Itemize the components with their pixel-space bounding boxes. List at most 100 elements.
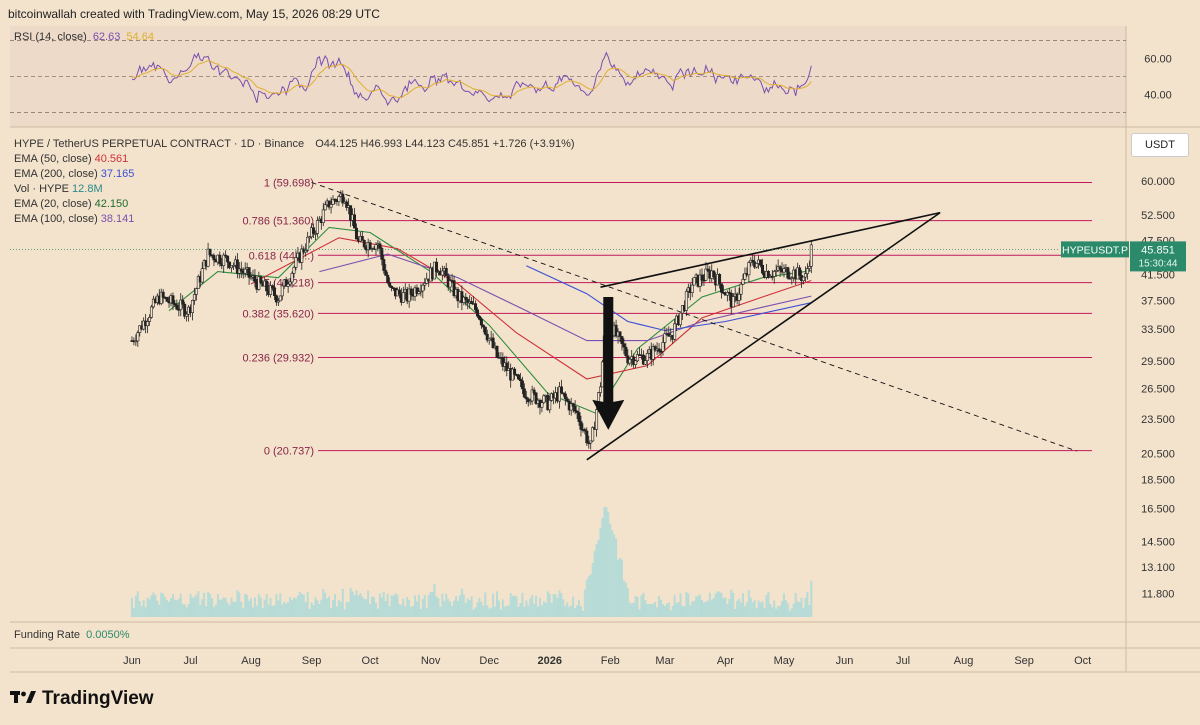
volume-bar <box>253 597 256 617</box>
candle-body <box>345 201 349 208</box>
volume-bar <box>474 607 477 617</box>
volume-bar <box>544 602 547 617</box>
volume-bar <box>359 593 362 617</box>
volume-bar <box>322 588 325 617</box>
volume-bar <box>654 601 657 617</box>
volume-bar <box>661 604 664 617</box>
candle-body <box>591 427 595 442</box>
volume-bar <box>581 610 584 617</box>
volume-bar <box>210 598 213 617</box>
candle-body <box>230 265 234 269</box>
volume-bar <box>201 599 204 617</box>
candle-body <box>712 270 716 277</box>
candle-body <box>782 268 786 273</box>
candle-body <box>312 227 316 234</box>
y-axis-tick-label: 23.500 <box>1141 414 1175 426</box>
volume-bar <box>337 599 340 617</box>
ema20-value: 42.150 <box>94 198 129 210</box>
volume-bar <box>238 592 241 617</box>
volume-bar <box>659 599 662 617</box>
candle-body <box>557 386 561 402</box>
candle-body <box>331 198 335 205</box>
candle-body <box>304 250 308 253</box>
volume-bar <box>628 602 631 617</box>
volume-bar <box>304 602 307 617</box>
volume-bar <box>408 600 411 617</box>
volume-bar <box>796 601 799 617</box>
price-tag-symbol: HYPEUSDT.P <box>1062 244 1128 256</box>
y-axis-tick-label: 11.800 <box>1142 589 1175 601</box>
rsi-label: RSI (14, close) <box>14 31 87 43</box>
candle-body <box>353 214 357 229</box>
fib-level-label: 0 (20.737) <box>264 446 314 458</box>
volume-bar <box>570 605 573 617</box>
candle-body <box>374 244 378 250</box>
candle-body <box>315 220 319 234</box>
volume-bar <box>482 605 485 617</box>
candle-body <box>809 244 813 267</box>
volume-bar <box>736 600 739 617</box>
candle-body <box>136 332 140 342</box>
volume-bar <box>371 596 374 617</box>
y-axis-tick-label: 13.100 <box>1141 562 1175 574</box>
candle-body <box>641 354 645 365</box>
candle-body <box>464 296 468 300</box>
volume-bar <box>611 530 614 617</box>
volume-bar <box>300 593 303 617</box>
candle-body <box>634 360 638 365</box>
symbol-legend: HYPE / TetherUS PERPETUAL CONTRACT · 1D … <box>14 138 575 150</box>
fib-level-label: 1 (59.698) <box>264 177 314 189</box>
volume-bar <box>613 534 616 617</box>
volume-bar <box>632 602 635 617</box>
volume-bar <box>665 603 668 617</box>
x-axis-tick-label: Jul <box>183 655 197 667</box>
volume-bar <box>761 601 764 617</box>
candle-body <box>741 279 745 285</box>
volume-bar <box>583 589 586 617</box>
volume-bar <box>523 606 526 617</box>
candle-body <box>161 291 165 298</box>
volume-bar <box>617 559 620 617</box>
volume-bar <box>540 605 543 617</box>
candle-body <box>300 248 304 263</box>
candle-body <box>479 319 483 326</box>
rsi-ma-line <box>131 60 812 99</box>
candle-body <box>327 200 331 208</box>
volume-bar <box>700 600 703 617</box>
ema100-value: 38.141 <box>100 213 135 225</box>
volume-bar <box>497 600 500 617</box>
candle-body <box>235 259 239 274</box>
volume-bar <box>306 591 309 617</box>
volume-bar <box>494 606 497 617</box>
volume-bar <box>679 593 682 617</box>
candle-body <box>407 288 411 302</box>
volume-bar <box>765 594 768 617</box>
rsi-value: 62.63 <box>92 31 121 43</box>
candle-body <box>423 283 427 286</box>
currency-button[interactable]: USDT <box>1131 133 1189 157</box>
volume-bar <box>169 598 172 617</box>
volume-bar <box>574 608 577 617</box>
volume-bar <box>599 527 602 617</box>
price-tag-symbol-bg <box>1061 241 1129 258</box>
volume-bar <box>140 606 143 617</box>
volume-bar <box>478 597 481 617</box>
ema50-label: EMA (50, close) <box>14 153 92 165</box>
volume-bar <box>472 609 475 617</box>
volume-bar <box>415 601 418 617</box>
volume-bar <box>652 603 655 617</box>
volume-bar <box>189 593 192 617</box>
volume-bar <box>388 606 391 617</box>
volume-bar <box>453 600 456 617</box>
candle-body <box>388 282 392 287</box>
fib-level-label: 0.382 (35.620) <box>242 308 314 320</box>
volume-bar <box>730 589 733 617</box>
volume-bar <box>390 595 393 617</box>
volume-bar <box>470 596 473 617</box>
volume-bar <box>480 601 483 617</box>
volume-bar <box>484 592 487 617</box>
volume-bar <box>560 593 563 617</box>
volume-bar <box>308 609 311 617</box>
volume-bar <box>496 591 499 617</box>
volume-bar <box>503 606 506 617</box>
